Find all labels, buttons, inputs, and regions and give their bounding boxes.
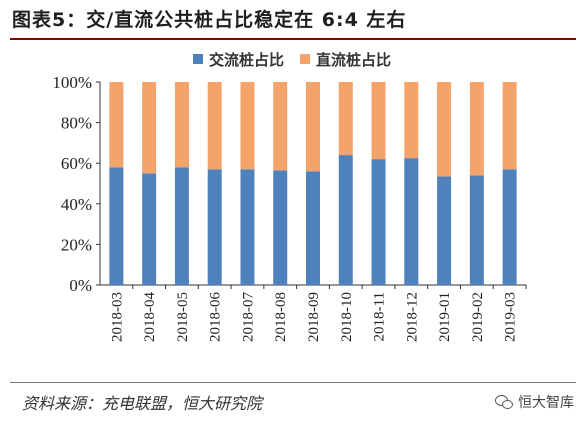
y-tick-label: 20%: [61, 235, 92, 254]
bar-dc: [142, 82, 157, 174]
x-tick-label: 2019-03: [503, 292, 519, 342]
bar-ac: [404, 158, 419, 285]
x-tick-label: 2018-07: [240, 292, 256, 342]
bar-ac: [240, 169, 255, 285]
legend-item-dc: 直流桩占比: [300, 49, 391, 70]
bar-ac: [142, 173, 157, 285]
title-underline: [10, 38, 576, 40]
wechat-icon: [495, 395, 513, 409]
legend-label-dc: 直流桩占比: [316, 50, 392, 69]
x-tick-label: 2018-05: [175, 292, 191, 342]
legend-swatch-dc: [300, 54, 310, 64]
bar-ac: [371, 159, 386, 285]
y-tick-label: 40%: [61, 195, 92, 214]
bar-dc: [174, 82, 189, 168]
bar-ac: [437, 176, 452, 285]
source-note: 资料来源：充电联盟，恒大研究院: [22, 394, 263, 413]
bar-dc: [306, 82, 320, 172]
bar-dc: [404, 82, 419, 159]
bar-dc: [273, 82, 288, 171]
chart-title: 图表5：交/直流公共桩占比稳定在 6:4 左右: [12, 9, 407, 31]
bar-dc: [371, 82, 386, 160]
x-tick-label: 2018-06: [208, 292, 224, 342]
legend-item-ac: 交流桩占比: [192, 49, 284, 70]
x-tick-label: 2018-11: [372, 292, 388, 341]
y-tick-label: 80%: [61, 114, 92, 133]
x-tick-label: 2018-03: [109, 292, 125, 342]
bar-dc: [109, 82, 124, 168]
y-tick-label: 100%: [52, 73, 92, 92]
legend-swatch-ac: [192, 54, 203, 64]
x-tick-label: 2018-10: [339, 292, 355, 342]
source-divider: [10, 382, 576, 383]
x-tick-label: 2018-08: [273, 292, 289, 342]
bar-ac: [502, 169, 517, 285]
watermark-label: 恒大智库: [518, 395, 574, 411]
x-tick-label: 2019-02: [470, 292, 486, 342]
bar-dc: [240, 82, 255, 170]
y-tick-label: 60%: [61, 154, 92, 173]
legend-label-ac: 交流桩占比: [208, 50, 284, 69]
bar-ac: [338, 155, 353, 285]
bar-dc: [207, 82, 222, 170]
legend: 交流桩占比 直流桩占比: [0, 47, 584, 71]
y-tick-label: 0%: [69, 276, 92, 295]
bar-ac: [109, 167, 124, 285]
bar-ac: [207, 169, 222, 285]
bar-ac: [306, 171, 320, 285]
bar-dc: [338, 82, 353, 156]
bar-dc: [437, 82, 452, 177]
bar-ac: [174, 167, 189, 285]
x-tick-label: 2018-12: [404, 292, 420, 342]
watermark: 恒大智库: [495, 392, 574, 412]
bar-dc: [469, 82, 484, 176]
x-tick-label: 2019-01: [437, 292, 453, 342]
bar-dc: [502, 82, 517, 170]
x-tick-label: 2018-04: [142, 292, 158, 342]
x-tick-label: 2018-09: [306, 292, 322, 342]
bar-ac: [469, 175, 484, 285]
bar-ac: [273, 170, 288, 285]
